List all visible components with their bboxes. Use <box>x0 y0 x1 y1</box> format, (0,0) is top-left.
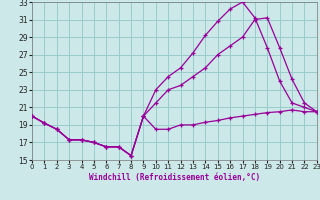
X-axis label: Windchill (Refroidissement éolien,°C): Windchill (Refroidissement éolien,°C) <box>89 173 260 182</box>
